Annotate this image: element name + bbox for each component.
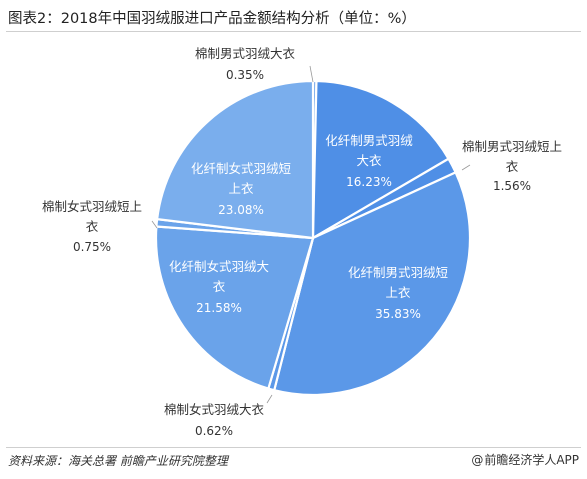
slice-label: 化纤制女式羽绒大衣 [169, 259, 269, 294]
chart-title: 图表2：2018年中国羽绒服进口产品金额结构分析（单位：%） [8, 11, 416, 27]
pie-slice [273, 171, 472, 397]
slice-label: 棉制男式羽绒短上衣 [462, 139, 562, 174]
title-divider [6, 31, 581, 32]
brand-credit: @前瞻经济学人APP [471, 451, 579, 468]
slice-label: 化纤制男式羽绒短上衣 [348, 265, 448, 300]
slice-value-label: 35.83% [375, 307, 421, 321]
slice-value-label: 0.62% [195, 424, 233, 438]
footer-divider [6, 447, 581, 448]
at-sign: @ [471, 453, 484, 467]
brand-name: 前瞻经济学人APP [484, 453, 579, 467]
slice-label: 棉制女式羽绒大衣 [164, 402, 265, 417]
slice-label: 棉制男式羽绒大衣 [195, 46, 296, 61]
slice-value-label: 16.23% [346, 175, 392, 189]
source-note: 资料来源：海关总署 前瞻产业研究院整理 [8, 454, 228, 468]
leader-line [151, 220, 158, 229]
slice-value-label: 23.08% [218, 203, 264, 217]
slice-value-label: 1.56% [493, 179, 531, 193]
pie-slice [154, 225, 315, 390]
slice-label: 化纤制男式羽绒大衣 [325, 133, 413, 168]
slice-label: 化纤制女式羽绒短上衣 [191, 161, 291, 196]
slice-value-label: 0.75% [73, 240, 111, 254]
pie-slice [311, 79, 450, 240]
pie-slice [156, 79, 315, 240]
slice-label: 棉制女式羽绒短上衣 [42, 199, 142, 234]
slice-value-label: 21.58% [196, 301, 242, 315]
leader-line [266, 394, 273, 404]
leader-line [461, 164, 471, 171]
slice-value-label: 0.35% [226, 68, 264, 82]
leader-line [309, 65, 314, 83]
